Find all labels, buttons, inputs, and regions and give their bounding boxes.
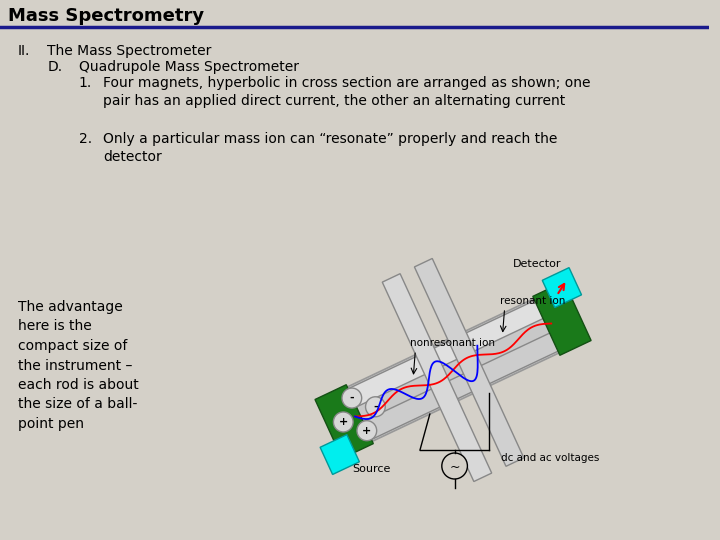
Text: dc and ac voltages: dc and ac voltages [501, 453, 600, 463]
Text: The Mass Spectrometer: The Mass Spectrometer [48, 44, 212, 58]
Text: -: - [373, 402, 378, 412]
Text: 1.: 1. [78, 76, 92, 90]
Text: Four magnets, hyperbolic in cross section are arranged as shown; one
pair has an: Four magnets, hyperbolic in cross sectio… [104, 76, 591, 109]
Text: -: - [349, 393, 354, 403]
Text: Source: Source [352, 464, 390, 474]
Text: Mass Spectrometry: Mass Spectrometry [8, 7, 204, 25]
Text: II.: II. [18, 44, 30, 58]
Polygon shape [542, 268, 582, 307]
Polygon shape [338, 294, 568, 446]
Text: The advantage
here is the
compact size of
the instrument –
each rod is about
the: The advantage here is the compact size o… [18, 300, 138, 431]
Ellipse shape [338, 413, 351, 430]
Text: +: + [362, 426, 372, 436]
Text: 2.: 2. [78, 132, 92, 146]
Polygon shape [320, 435, 359, 475]
Text: +: + [338, 417, 348, 427]
Text: Quadrupole Mass Spectrometer: Quadrupole Mass Spectrometer [78, 60, 299, 74]
Circle shape [342, 388, 361, 408]
Polygon shape [415, 259, 524, 467]
Text: nonresonant ion: nonresonant ion [410, 338, 495, 348]
Circle shape [366, 397, 385, 417]
Polygon shape [315, 384, 373, 458]
Polygon shape [533, 281, 591, 355]
Text: resonant ion: resonant ion [500, 296, 565, 306]
Text: Only a particular mass ion can “resonate” properly and reach the
detector: Only a particular mass ion can “resonate… [104, 132, 558, 164]
Circle shape [442, 453, 467, 479]
Text: Detector: Detector [513, 259, 562, 269]
Text: ~: ~ [449, 461, 460, 474]
Text: D.: D. [48, 60, 63, 74]
Circle shape [333, 412, 353, 432]
Circle shape [357, 421, 377, 441]
Polygon shape [382, 274, 492, 482]
Polygon shape [343, 298, 548, 409]
Polygon shape [358, 331, 563, 442]
